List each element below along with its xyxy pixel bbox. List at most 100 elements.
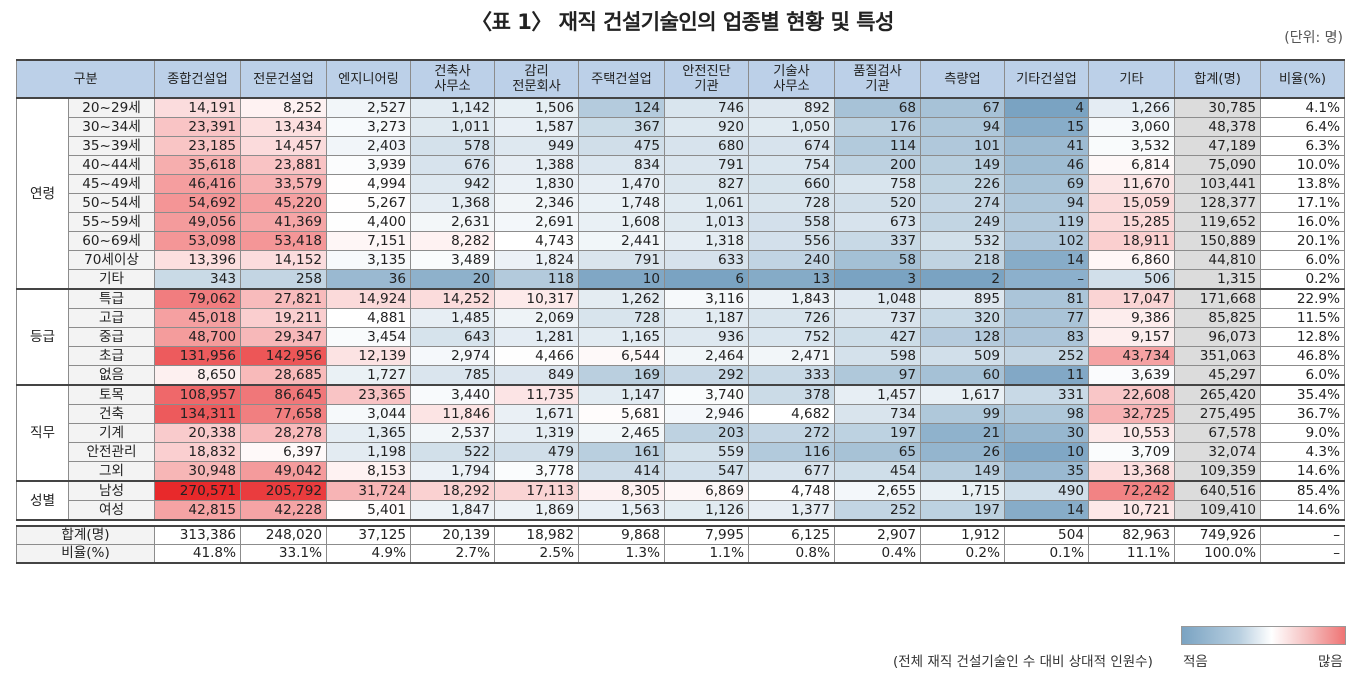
value-cell: 15,285 bbox=[1088, 212, 1175, 232]
value-cell: 77 bbox=[1004, 308, 1089, 328]
value-cell: 205,792 bbox=[240, 480, 327, 501]
value-cell: 67 bbox=[920, 97, 1005, 118]
value-cell: 17,047 bbox=[1088, 288, 1175, 309]
value-cell: 11,735 bbox=[494, 384, 579, 405]
value-cell: 1,608 bbox=[578, 212, 665, 232]
value-cell: 2,974 bbox=[410, 346, 495, 366]
value-cell: 14 bbox=[1004, 250, 1089, 270]
table-row: 40~44세 35,618 23,881 3,939 676 1,388 834 791 754… bbox=[17, 155, 1345, 175]
value-cell: 475 bbox=[578, 136, 665, 156]
value-cell: 23,185 bbox=[154, 136, 241, 156]
row-total-cell: 275,495 bbox=[1174, 404, 1261, 424]
footer-label: 비율(%) bbox=[16, 544, 155, 564]
value-cell: 29,347 bbox=[240, 327, 327, 347]
value-cell: 19,211 bbox=[240, 308, 327, 328]
value-cell: 949 bbox=[494, 136, 579, 156]
value-cell: 240 bbox=[748, 250, 835, 270]
value-cell: 149 bbox=[920, 155, 1005, 175]
value-cell: 12,139 bbox=[326, 346, 411, 366]
footer-ratio-cell: – bbox=[1260, 525, 1345, 545]
value-cell: 86,645 bbox=[240, 384, 327, 405]
value-cell: 101 bbox=[920, 136, 1005, 156]
value-cell: 226 bbox=[920, 174, 1005, 194]
value-cell: 3 bbox=[834, 269, 921, 290]
row-label: 기계 bbox=[68, 423, 155, 443]
group-label: 성별 bbox=[16, 480, 69, 521]
value-cell: 1,457 bbox=[834, 384, 921, 405]
table-row: 55~59세 49,056 41,369 4,400 2,631 2,691 1,608 1,… bbox=[17, 212, 1345, 232]
value-cell: 737 bbox=[834, 308, 921, 328]
value-cell: 1,794 bbox=[410, 461, 495, 482]
value-cell: 15 bbox=[1004, 117, 1089, 137]
value-cell: 3,273 bbox=[326, 117, 411, 137]
value-cell: 21 bbox=[920, 423, 1005, 443]
row-ratio-cell: 16.0% bbox=[1260, 212, 1345, 232]
value-cell: 680 bbox=[664, 136, 749, 156]
value-cell: 2,346 bbox=[494, 193, 579, 213]
value-cell: 258 bbox=[240, 269, 327, 290]
value-cell: 3,489 bbox=[410, 250, 495, 270]
table-row: 없음 8,650 28,685 1,727 785 849 169 292 333 97 60 11 3… bbox=[17, 365, 1345, 386]
row-total-cell: 75,090 bbox=[1174, 155, 1261, 175]
legend-note: (전체 재직 건설기술인 수 대비 상대적 인원수) bbox=[893, 654, 1153, 670]
footer-value-cell: 2.7% bbox=[410, 544, 495, 564]
value-cell: 10,553 bbox=[1088, 423, 1175, 443]
row-label: 50~54세 bbox=[68, 193, 155, 213]
value-cell: 676 bbox=[410, 155, 495, 175]
row-label: 특급 bbox=[68, 288, 155, 309]
value-cell: 673 bbox=[834, 212, 921, 232]
footer-value-cell: 0.4% bbox=[834, 544, 921, 564]
row-ratio-cell: 14.6% bbox=[1260, 500, 1345, 521]
value-cell: 1,318 bbox=[664, 231, 749, 251]
value-cell: 331 bbox=[1004, 384, 1089, 405]
value-cell: 46 bbox=[1004, 155, 1089, 175]
value-cell: 754 bbox=[748, 155, 835, 175]
value-cell: 1,165 bbox=[578, 327, 665, 347]
group-label: 직무 bbox=[16, 384, 69, 482]
value-cell: 20,338 bbox=[154, 423, 241, 443]
value-cell: 2,946 bbox=[664, 404, 749, 424]
value-cell: 8,252 bbox=[240, 97, 327, 118]
value-cell: 834 bbox=[578, 155, 665, 175]
row-label: 건축 bbox=[68, 404, 155, 424]
value-cell: 1,281 bbox=[494, 327, 579, 347]
row-total-cell: 47,189 bbox=[1174, 136, 1261, 156]
value-cell: 414 bbox=[578, 461, 665, 482]
value-cell: 8,153 bbox=[326, 461, 411, 482]
value-cell: 83 bbox=[1004, 327, 1089, 347]
value-cell: 14 bbox=[1004, 500, 1089, 521]
row-label: 35~39세 bbox=[68, 136, 155, 156]
row-label: 30~34세 bbox=[68, 117, 155, 137]
value-cell: 42,815 bbox=[154, 500, 241, 521]
value-cell: 556 bbox=[748, 231, 835, 251]
value-cell: 746 bbox=[664, 97, 749, 118]
value-cell: 252 bbox=[834, 500, 921, 521]
value-cell: 13,368 bbox=[1088, 461, 1175, 482]
row-ratio-cell: 35.4% bbox=[1260, 384, 1345, 405]
value-cell: 3,440 bbox=[410, 384, 495, 405]
footer-value-cell: 20,139 bbox=[410, 525, 495, 545]
value-cell: 734 bbox=[834, 404, 921, 424]
value-cell: 895 bbox=[920, 288, 1005, 309]
column-header: 구분 bbox=[16, 59, 155, 99]
value-cell: 942 bbox=[410, 174, 495, 194]
table-row: 안전관리 18,832 6,397 1,198 522 479 161 559 116 65 26 1… bbox=[17, 442, 1345, 462]
value-cell: 3,709 bbox=[1088, 442, 1175, 462]
footer-ratio-cell: – bbox=[1260, 544, 1345, 564]
value-cell: 752 bbox=[748, 327, 835, 347]
row-ratio-cell: 4.3% bbox=[1260, 442, 1345, 462]
value-cell: 2,527 bbox=[326, 97, 411, 118]
legend-high-label: 많음 bbox=[1318, 654, 1343, 670]
row-total-cell: 351,063 bbox=[1174, 346, 1261, 366]
value-cell: 4,743 bbox=[494, 231, 579, 251]
row-ratio-cell: 46.8% bbox=[1260, 346, 1345, 366]
value-cell: 2,465 bbox=[578, 423, 665, 443]
value-cell: 4 bbox=[1004, 97, 1089, 118]
value-cell: 1,617 bbox=[920, 384, 1005, 405]
value-cell: 10 bbox=[578, 269, 665, 290]
value-cell: 128 bbox=[920, 327, 1005, 347]
footer-value-cell: 9,868 bbox=[578, 525, 665, 545]
value-cell: 13 bbox=[748, 269, 835, 290]
column-header: 건축사 사무소 bbox=[410, 59, 495, 99]
value-cell: 131,956 bbox=[154, 346, 241, 366]
